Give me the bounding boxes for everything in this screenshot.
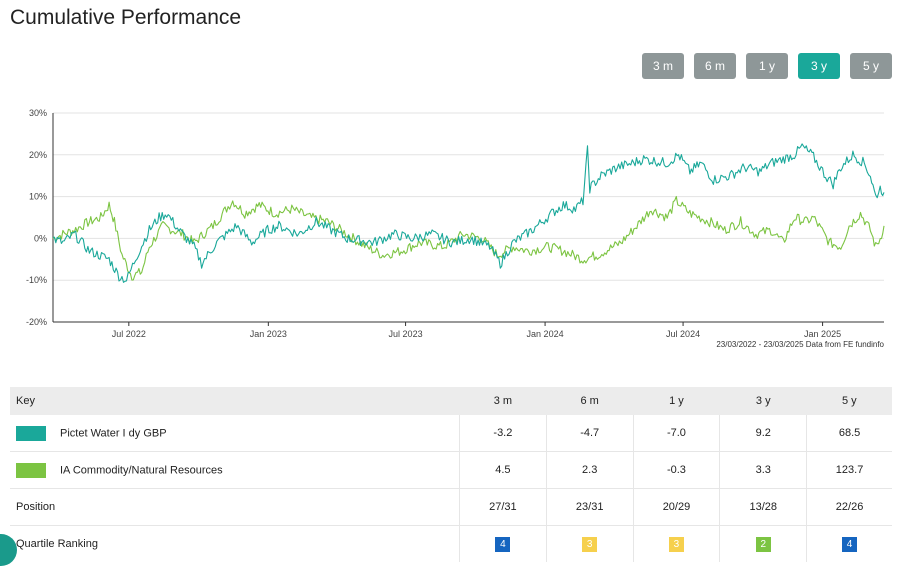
table-cell: 4 [459,525,547,562]
period-3y-button[interactable]: 3 y [798,53,840,79]
period-6m-button[interactable]: 6 m [694,53,736,79]
table-row-fund: Pictet Water I dy GBP -3.2 -4.7 -7.0 9.2… [10,415,892,452]
period-selector: 3 m 6 m 1 y 3 y 5 y [642,53,892,79]
fund-name: Pictet Water I dy GBP [60,427,167,439]
quartile-badge: 4 [495,536,511,552]
table-row-quartile: Quartile Ranking 4 3 3 2 4 [10,525,892,562]
chart-grid [52,112,884,326]
y-tick-label: 30% [29,108,47,118]
key-header: Key [10,387,460,415]
y-tick-label: -20% [26,317,47,327]
table-cell: -7.0 [632,415,720,452]
row-label: IA Commodity/Natural Resources [10,451,460,489]
quartile-badge: 3 [668,536,684,552]
table-cell: 4 [806,525,892,562]
table-cell: 9.2 [719,415,807,452]
column-header: 3 m [459,387,547,415]
table-cell: -4.7 [545,415,634,452]
table-cell: 23/31 [545,488,634,526]
x-tick-label: Jul 2023 [389,329,423,339]
table-row-sector: IA Commodity/Natural Resources 4.5 2.3 -… [10,451,892,489]
quartile-badge: 3 [582,536,598,552]
row-label: Pictet Water I dy GBP [10,415,460,452]
legend-swatch-sector [16,462,46,478]
page-title: Cumulative Performance [10,6,242,29]
table-cell: -3.2 [459,415,547,452]
quartile-label: Quartile Ranking [16,538,98,550]
x-tick-label: Jul 2024 [666,329,700,339]
table-cell: 3 [632,525,720,562]
x-tick-label: Jul 2022 [112,329,146,339]
quartile-badge: 4 [842,536,858,552]
quartile-badge: 2 [755,536,771,552]
legend-swatch-fund [16,425,46,441]
period-5y-button[interactable]: 5 y [850,53,892,79]
column-header: 6 m [546,387,634,415]
table-cell: 3.3 [719,451,807,489]
table-cell: 20/29 [632,488,720,526]
table-cell: 13/28 [719,488,807,526]
table-cell: 22/26 [806,488,892,526]
table-cell: 68.5 [806,415,892,452]
table-cell: 3 [545,525,634,562]
column-header: 5 y [806,387,892,415]
column-header: 3 y [719,387,807,415]
period-3m-button[interactable]: 3 m [642,53,684,79]
table-cell: -0.3 [632,451,720,489]
y-tick-label: -10% [26,275,47,285]
y-tick-label: 20% [29,150,47,160]
table-header-row: Key 3 m 6 m 1 y 3 y 5 y [10,387,892,415]
x-tick-label: Jan 2023 [250,329,287,339]
chart-source-text: 23/03/2022 - 23/03/2025 Data from FE fun… [716,340,884,349]
table-row-position: Position 27/31 23/31 20/29 13/28 22/26 [10,488,892,526]
column-header: 1 y [633,387,720,415]
position-label: Position [10,488,460,526]
table-cell: 4.5 [459,451,547,489]
table-cell: 2 [719,525,807,562]
table-cell: 27/31 [459,488,547,526]
y-tick-label: 10% [29,192,47,202]
table-cell: 2.3 [545,451,634,489]
chart-series [52,143,885,283]
performance-chart: -20% -10% 0% 10% 20% 30% Jul 2022 Jan 2023 Jul 2… [26,108,885,349]
sector-name: IA Commodity/Natural Resources [60,464,223,476]
x-tick-label: Jan 2024 [527,329,564,339]
table-cell: 123.7 [806,451,892,489]
period-1y-button[interactable]: 1 y [746,53,788,79]
performance-table: Key 3 m 6 m 1 y 3 y 5 y Pictet Water I d… [10,387,892,562]
series-line-pictet-water-i-dy-gbp [52,143,885,283]
chart-labels: -20% -10% 0% 10% 20% 30% Jul 2022 Jan 2023 Jul 2… [26,108,841,339]
y-tick-label: 0% [34,233,47,243]
x-tick-label: Jan 2025 [804,329,841,339]
